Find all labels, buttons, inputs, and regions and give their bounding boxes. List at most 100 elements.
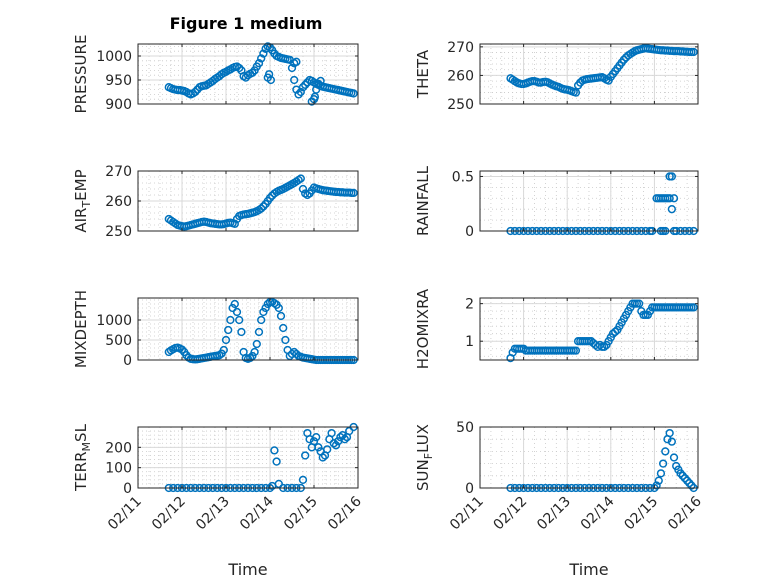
subplot-rainfall: 0 0.5 RAINFALL [414,165,699,240]
subplot-h2omixra: 1 2 H2OMIXRA [414,288,699,369]
data-point [323,445,332,454]
data-point [338,430,347,440]
data-point [680,474,690,483]
data-point [259,307,268,317]
data-point [224,325,233,335]
y-axis-label: AIRTEMP [72,169,93,232]
data-point [287,63,297,73]
data-point [665,194,674,203]
y-axis-label: RAINFALL [414,165,432,236]
data-point [349,89,358,98]
data-point [296,174,305,183]
data-point [274,479,283,489]
data-point [665,428,674,438]
data-point [235,315,244,325]
data-point [689,303,698,312]
data-point [270,446,279,455]
data-point [292,57,301,66]
subplot-pressure: 900 950 1000 PRESSURE [72,35,359,113]
data-point [276,311,286,321]
data-point [237,327,246,337]
axes-frame [479,297,699,361]
axes-frame [479,43,699,105]
data-point [230,219,239,228]
data-point [661,447,670,456]
data-point [298,475,308,485]
data-point [254,327,264,337]
x-axis-label: Time [568,560,608,579]
y-tick-label: 0 [465,224,474,240]
y-tick-label: 50 [456,420,474,436]
data-point [226,315,235,325]
data-point [658,459,668,468]
axes-background [138,427,358,488]
data-point [265,193,275,203]
data-point [290,75,299,85]
data-point [259,202,268,211]
axes-frame [137,297,359,361]
data-point [254,59,264,68]
data-point [230,299,239,309]
y-tick-label: 950 [105,73,132,89]
data-point [689,47,698,57]
y-axis-label: SUNFLUX [414,424,435,491]
data-point [571,346,581,355]
x-axis-label: Time [227,560,267,579]
data-point [301,80,310,89]
y-tick-label: 500 [105,333,132,349]
data-point [298,83,308,92]
data-point [634,299,644,308]
y-tick-label: 270 [447,40,474,56]
y-tick-label: 250 [447,97,474,113]
data-point [294,90,303,99]
data-point [329,439,338,448]
data-point [654,476,663,485]
data-point [682,476,692,485]
data-point [600,342,609,351]
y-axis-label: THETA [414,49,432,99]
y-tick-label: 0.5 [452,169,474,185]
data-point [274,303,283,313]
data-point [248,351,257,361]
data-point [235,63,244,73]
data-point [257,204,266,213]
data-point [296,87,305,97]
series-air-temp [164,174,358,231]
axes-frame [137,43,359,105]
data-point [309,437,319,446]
y-axis-label: MIXDEPTH [72,290,90,368]
axes-frame [479,426,699,489]
series-h2omixra [506,299,698,363]
data-point [656,469,666,478]
y-tick-label: 0 [123,481,132,497]
y-tick-label: 1 [465,334,474,350]
subplot-theta: 250 260 270 THETA [414,40,699,113]
data-point [259,49,268,58]
data-point [571,88,581,97]
data-point [261,303,270,313]
data-point [340,435,349,444]
data-point [667,205,676,214]
data-point [667,437,676,446]
y-tick-label: 100 [105,461,132,477]
y-tick-label: 0 [465,481,474,497]
data-point [257,315,266,325]
data-point [316,76,325,86]
data-point [611,327,620,336]
y-tick-label: 2 [465,297,474,313]
figure-title: Figure 1 medium [170,14,323,33]
data-point [221,335,231,345]
data-point [349,188,358,198]
data-point [327,428,336,438]
data-point [272,457,281,466]
data-point [669,194,679,203]
y-tick-label: 900 [105,97,132,113]
data-point [298,184,308,194]
data-point [669,453,679,462]
data-point [318,453,327,462]
data-point [248,68,257,77]
data-point [266,75,276,85]
y-tick-label: 260 [105,194,132,210]
y-tick-label: 250 [105,224,132,240]
